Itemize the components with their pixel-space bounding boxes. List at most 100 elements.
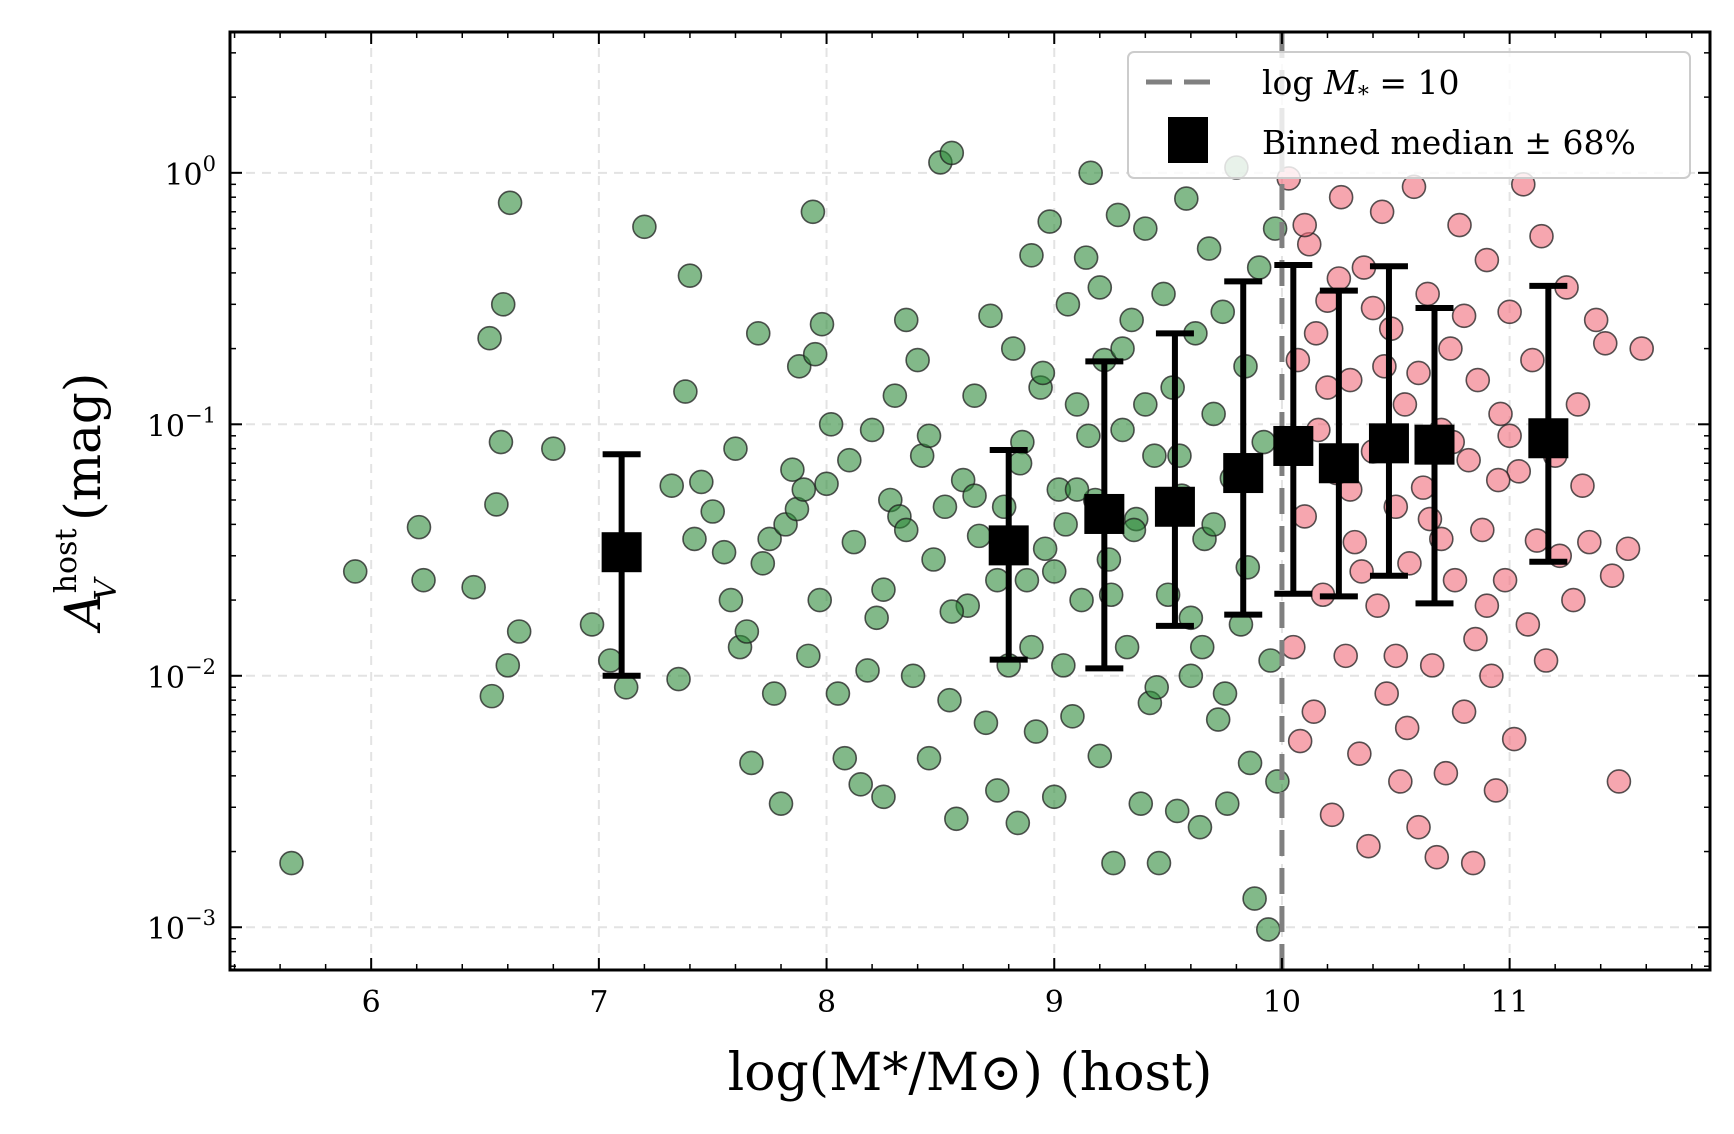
low-mass-point bbox=[734, 619, 760, 644]
high-mass-point bbox=[1456, 447, 1481, 473]
low-mass-point bbox=[1251, 429, 1277, 455]
y-axis-label: Ahost V (mag) bbox=[49, 373, 124, 634]
y-tick-label: 10−2 bbox=[147, 655, 216, 696]
high-mass-point bbox=[1319, 802, 1345, 828]
x-tick-label: 6 bbox=[362, 985, 381, 1020]
low-mass-point bbox=[1041, 784, 1067, 810]
low-mass-point bbox=[871, 577, 896, 602]
high-mass-point bbox=[1438, 336, 1463, 361]
legend-median-label: Binned median ± 68% bbox=[1262, 123, 1636, 162]
median-marker bbox=[1318, 443, 1359, 484]
low-mass-point bbox=[1073, 245, 1099, 270]
high-mass-point bbox=[1328, 184, 1354, 210]
high-mass-point bbox=[1465, 367, 1491, 393]
low-mass-point bbox=[1076, 423, 1101, 449]
low-mass-point bbox=[939, 599, 965, 624]
high-mass-point bbox=[1606, 769, 1632, 794]
high-mass-point bbox=[1474, 593, 1500, 618]
high-mass-point bbox=[1360, 295, 1386, 321]
low-mass-point bbox=[837, 447, 862, 473]
low-mass-point bbox=[916, 423, 942, 449]
tick-labels: 6 7 8 9 10 11 100 10−1 10−2 10−3 bbox=[147, 152, 1529, 1020]
low-mass-point bbox=[1212, 681, 1238, 706]
low-mass-point bbox=[825, 681, 851, 706]
low-mass-point bbox=[916, 745, 942, 771]
high-mass-point bbox=[1565, 392, 1591, 417]
x-tick-label: 7 bbox=[589, 985, 608, 1020]
low-mass-point bbox=[1000, 336, 1026, 361]
x-tick-label: 10 bbox=[1263, 985, 1301, 1020]
low-mass-point bbox=[613, 674, 639, 700]
high-mass-point bbox=[1501, 726, 1527, 752]
high-mass-point bbox=[1533, 648, 1559, 673]
high-mass-point bbox=[1292, 212, 1318, 238]
low-mass-point bbox=[497, 190, 523, 216]
low-mass-point bbox=[1210, 299, 1236, 325]
low-mass-point bbox=[1087, 275, 1113, 300]
high-mass-point bbox=[1460, 850, 1486, 876]
low-mass-point bbox=[750, 551, 776, 576]
low-mass-point bbox=[1142, 443, 1167, 469]
low-mass-point bbox=[666, 666, 691, 692]
low-mass-point bbox=[1053, 512, 1078, 537]
low-mass-point bbox=[711, 539, 737, 565]
high-mass-point bbox=[1417, 506, 1443, 532]
high-mass-point bbox=[1337, 367, 1363, 393]
low-mass-point bbox=[893, 307, 919, 333]
low-mass-point bbox=[1146, 850, 1172, 876]
low-mass-point bbox=[1019, 242, 1044, 268]
high-mass-point bbox=[1392, 392, 1418, 417]
low-mass-point bbox=[818, 412, 844, 437]
high-mass-point bbox=[1292, 504, 1318, 529]
high-mass-point bbox=[1397, 551, 1422, 576]
low-mass-point bbox=[484, 492, 509, 517]
low-mass-point bbox=[745, 321, 771, 346]
high-mass-point bbox=[1492, 567, 1518, 593]
low-mass-point bbox=[1174, 186, 1199, 211]
low-mass-point bbox=[1242, 886, 1267, 911]
low-mass-point bbox=[1237, 750, 1263, 776]
low-mass-point bbox=[682, 526, 707, 552]
low-mass-point bbox=[1087, 743, 1113, 769]
low-mass-point bbox=[490, 292, 516, 317]
low-mass-point bbox=[673, 379, 698, 404]
median-marker bbox=[1084, 493, 1125, 534]
low-mass-point bbox=[1064, 392, 1090, 417]
y-axis-label-sub: V bbox=[89, 575, 124, 600]
low-mass-point bbox=[1110, 336, 1135, 361]
low-mass-point bbox=[962, 383, 987, 408]
low-mass-point bbox=[1055, 292, 1081, 317]
high-mass-point bbox=[1599, 563, 1625, 589]
high-mass-point bbox=[1442, 567, 1468, 593]
low-mass-point bbox=[871, 784, 896, 810]
low-mass-point bbox=[411, 567, 436, 593]
high-mass-point bbox=[1333, 643, 1358, 669]
high-mass-point bbox=[1451, 303, 1477, 329]
y-tick-label: 100 bbox=[164, 152, 216, 193]
high-mass-point bbox=[1406, 814, 1431, 840]
high-mass-point bbox=[1388, 769, 1413, 794]
low-mass-point bbox=[1235, 554, 1261, 580]
low-mass-point bbox=[848, 772, 874, 797]
low-mass-point bbox=[937, 687, 962, 713]
axis-ticks bbox=[230, 32, 1710, 970]
median-marker bbox=[601, 532, 642, 573]
y-tick-label: 10−1 bbox=[147, 403, 216, 444]
y-axis-label-unit: (mag) bbox=[54, 373, 112, 521]
high-mass-point bbox=[1561, 587, 1586, 613]
y-axis-label-main: A bbox=[54, 593, 112, 633]
high-mass-point bbox=[1583, 307, 1609, 333]
low-mass-point bbox=[700, 499, 726, 524]
high-mass-point bbox=[1470, 517, 1495, 543]
legend: log M* = 10 Binned median ± 68% bbox=[1127, 51, 1691, 179]
binned-medians bbox=[601, 261, 1569, 679]
high-mass-point bbox=[1365, 593, 1390, 618]
high-mass-point bbox=[1524, 528, 1550, 553]
high-mass-point bbox=[1342, 529, 1368, 555]
low-mass-point bbox=[1119, 307, 1144, 333]
low-mass-point bbox=[1051, 653, 1076, 678]
high-mass-point bbox=[1474, 247, 1500, 273]
low-mass-point bbox=[796, 643, 821, 669]
low-mass-point bbox=[1032, 536, 1058, 562]
